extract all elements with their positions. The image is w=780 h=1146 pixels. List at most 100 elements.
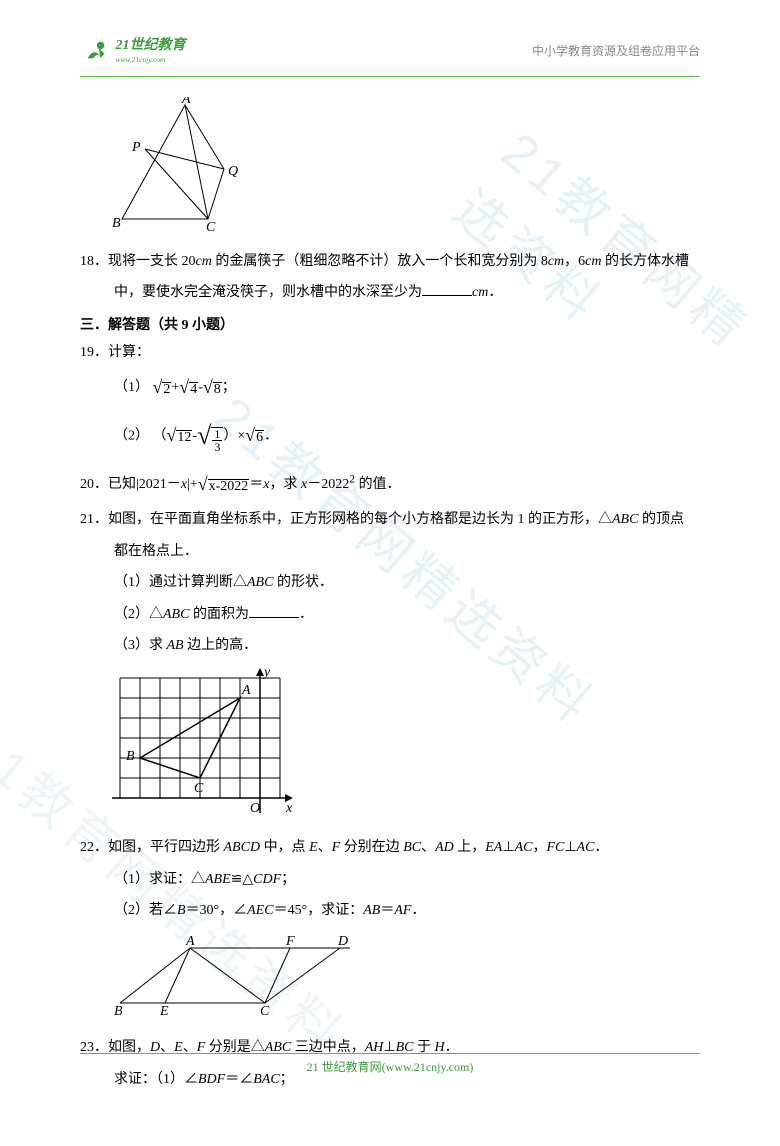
figure-q17: A P Q B C: [110, 97, 700, 237]
q20-num: 20．: [80, 477, 108, 492]
q22-b: 中，点: [260, 840, 309, 855]
q21-p2-label: （2）△: [114, 607, 163, 622]
q22-tj: ．: [594, 840, 608, 855]
question-22-p1: （1）求证：△ABE≌△CDF；: [80, 865, 700, 894]
q22-e: E: [309, 840, 318, 855]
q21-b: 的顶点: [638, 512, 684, 527]
q23-l2a: 求证：（1）∠: [114, 1072, 198, 1087]
svg-text:Q: Q: [228, 164, 238, 179]
q21-p1-label: （1）通过计算判断△: [114, 575, 247, 590]
q18-cm4: cm: [472, 285, 488, 300]
q22-tf: 上，: [454, 840, 486, 855]
q18-cm2: cm: [548, 254, 564, 269]
q21-p3-var: AB: [167, 638, 184, 653]
q23-bc: BC: [396, 1040, 414, 1055]
q23-h: H: [434, 1040, 444, 1055]
q21-p1-tri: ABC: [247, 575, 273, 590]
question-21-p2: （2）△ABC 的面积为．: [80, 600, 700, 629]
q22-fc: FC: [546, 840, 564, 855]
q22-d: 分别在边: [340, 840, 403, 855]
svg-text:B: B: [112, 216, 121, 231]
q22-tg: ⊥: [502, 840, 514, 855]
q18-b: 的金属筷子（粗细忽略不计）放入一个长和宽分别为 8: [212, 254, 548, 269]
q18-period: ．: [488, 285, 502, 300]
q23-num: 23．: [80, 1040, 108, 1055]
q20-d: ，求: [270, 477, 302, 492]
question-22-p2: （2）若∠B＝30°，∠AEC＝45°，求证：AB＝AF．: [80, 896, 700, 925]
question-23: 23．如图，D、E、F 分别是△ABC 三边中点，AH⊥BC 于 H．: [80, 1033, 700, 1062]
q23-tg: 于: [413, 1040, 434, 1055]
svg-text:A: A: [241, 683, 251, 698]
q20-b: |+: [187, 477, 198, 492]
q21-p3-label: （3）求: [114, 638, 167, 653]
svg-text:P: P: [131, 140, 141, 155]
q19-num: 19．: [80, 345, 108, 360]
q22-ac2: AC: [577, 840, 595, 855]
q22-p1-label: （1）求证：△: [114, 872, 205, 887]
q19-p1-c: 8: [213, 382, 222, 397]
question-19: 19．计算：: [80, 338, 700, 367]
logo: 21世纪教育 www.21cnjy.com: [80, 30, 220, 70]
q21-a: 如图，在平面直角坐标系中，正方形网格的每个小方格都是边长为 1 的正方形，△: [108, 512, 612, 527]
figure-q22: A F D B E C: [110, 933, 700, 1023]
q22-abcd: ABCD: [224, 840, 261, 855]
question-21-line2: 都在格点上．: [80, 537, 700, 566]
q18-blank: [422, 281, 472, 296]
question-19-part1: （1） √2+√4-√8；: [80, 369, 700, 407]
svg-text:B: B: [126, 749, 135, 764]
q21-p3-rest: 边上的高．: [184, 638, 258, 653]
q23-bac: BAC: [253, 1072, 279, 1087]
svg-text:C: C: [260, 1004, 270, 1018]
svg-text:A: A: [181, 97, 191, 107]
q22-p2-eq3: ＝: [380, 903, 394, 918]
q22-p1-cong: ≌△: [231, 872, 254, 887]
section-3-heading: 三．解答题（共 9 小题）: [80, 314, 700, 334]
header-subtitle: 中小学教育资源及组卷应用平台: [532, 42, 700, 59]
svg-text:21世纪教育: 21世纪教育: [114, 36, 188, 53]
svg-text:O: O: [250, 801, 260, 816]
q23-ah: AH: [365, 1040, 384, 1055]
svg-text:E: E: [159, 1004, 169, 1018]
q22-te: 、: [421, 840, 435, 855]
q18-c: ，6: [564, 254, 585, 269]
question-21: 21．如图，在平面直角坐标系中，正方形网格的每个小方格都是边长为 1 的正方形，…: [80, 505, 700, 534]
q19-p2-a: 12: [176, 430, 192, 445]
question-21-p1: （1）通过计算判断△ABC 的形状．: [80, 568, 700, 597]
svg-text:www.21cnjy.com: www.21cnjy.com: [115, 55, 166, 64]
question-20: 20．已知|2021－x|+√x-2022＝x，求 x－20222 的值．: [80, 466, 700, 504]
q18-cm1: cm: [196, 254, 212, 269]
q22-ti: ⊥: [564, 840, 576, 855]
q23-a: 如图，: [108, 1040, 150, 1055]
question-22: 22．如图，平行四边形 ABCD 中，点 E、F 分别在边 BC、AD 上，EA…: [80, 833, 700, 862]
q22-ea: EA: [485, 840, 502, 855]
q23-td: 分别是△: [205, 1040, 265, 1055]
q23-f: F: [197, 1040, 206, 1055]
svg-text:x: x: [285, 801, 293, 816]
q23-e: E: [174, 1040, 183, 1055]
q20-rad: x-2022: [208, 479, 250, 494]
q22-c: 、: [318, 840, 332, 855]
q21-p1-rest: 的形状．: [273, 575, 333, 590]
q22-p1-t1: ABE: [205, 872, 231, 887]
q22-p2-aec: AEC: [247, 903, 273, 918]
svg-text:B: B: [114, 1004, 123, 1018]
q22-p2-label: （2）若∠: [114, 903, 177, 918]
q19-p1-a: 2: [162, 382, 171, 397]
svg-text:D: D: [337, 934, 348, 949]
q20-a: 已知|2021－: [108, 477, 181, 492]
q23-d: D: [150, 1040, 160, 1055]
q20-f: 的值．: [355, 477, 401, 492]
q19-p2-label: （2）: [114, 428, 149, 443]
q22-p2-eq1: ＝30°，∠: [186, 903, 248, 918]
q23-te: 三边中点，: [291, 1040, 365, 1055]
q19-p1-b: 4: [189, 382, 198, 397]
q23-c: 、: [183, 1040, 197, 1055]
question-21-p3: （3）求 AB 边上的高．: [80, 631, 700, 660]
q22-p1-semi: ；: [281, 872, 295, 887]
q22-ad: AD: [435, 840, 454, 855]
q23-l2c: ；: [280, 1072, 294, 1087]
q21-num: 21．: [80, 512, 108, 527]
q22-p1-t2: CDF: [253, 872, 281, 887]
q22-p2-eq2: ＝45°，求证：: [274, 903, 364, 918]
q19-p1-label: （1）: [114, 380, 149, 395]
